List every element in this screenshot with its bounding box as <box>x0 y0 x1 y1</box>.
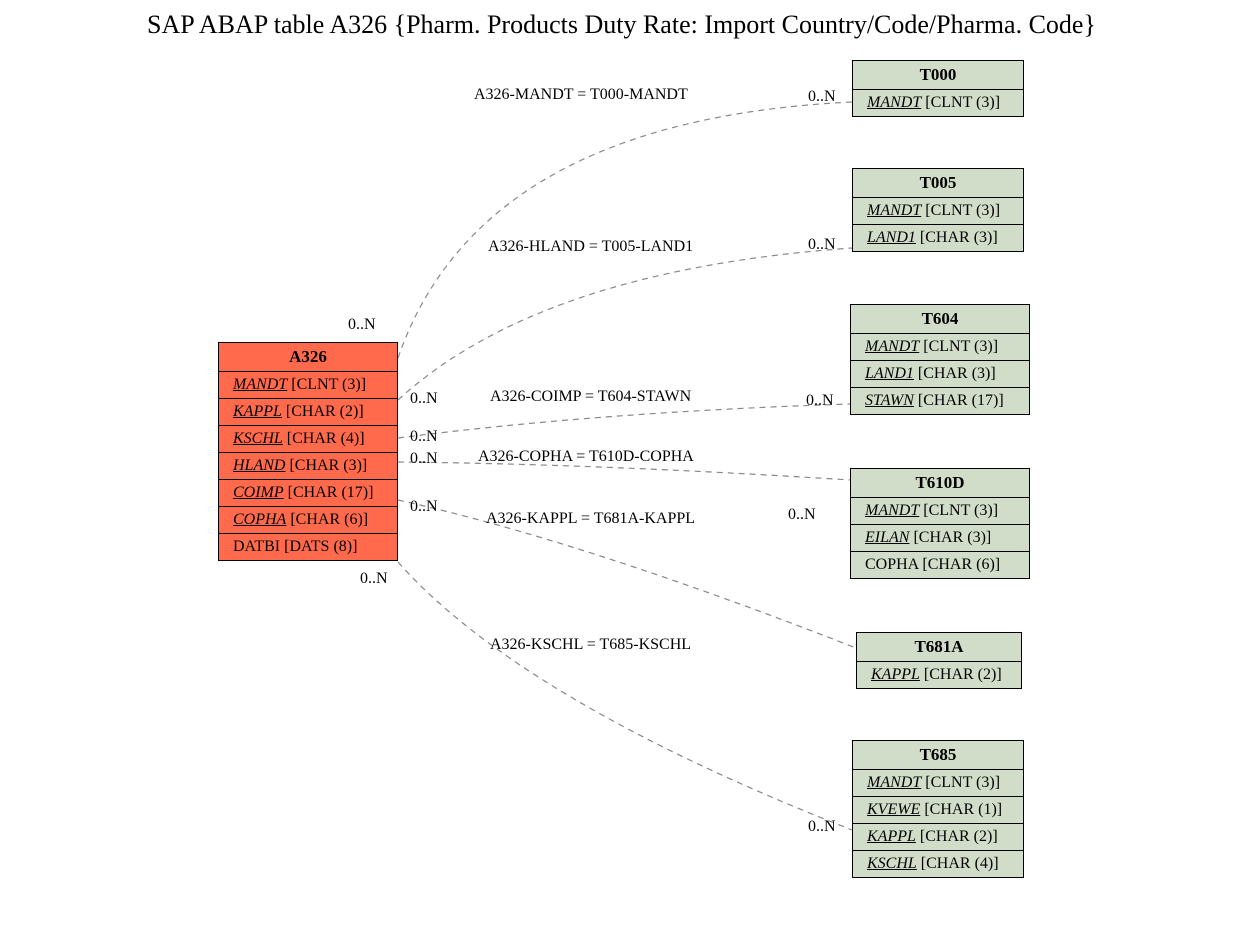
entity-field: MANDT [CLNT (3)] <box>851 334 1029 361</box>
entity-field: EILAN [CHAR (3)] <box>851 525 1029 552</box>
entity-T000: T000MANDT [CLNT (3)] <box>852 60 1024 117</box>
entity-header: T681A <box>857 633 1021 662</box>
entity-field: STAWN [CHAR (17)] <box>851 388 1029 414</box>
entity-field: KSCHL [CHAR (4)] <box>853 851 1023 877</box>
entity-field: KSCHL [CHAR (4)] <box>219 426 397 453</box>
entity-field: COPHA [CHAR (6)] <box>851 552 1029 578</box>
entity-header: T000 <box>853 61 1023 90</box>
entity-T005: T005MANDT [CLNT (3)]LAND1 [CHAR (3)] <box>852 168 1024 252</box>
entity-field: KAPPL [CHAR (2)] <box>857 662 1021 688</box>
entity-field: COPHA [CHAR (6)] <box>219 507 397 534</box>
cardinality-label: 0..N <box>808 818 836 836</box>
edge-label: A326-HLAND = T005-LAND1 <box>488 238 693 256</box>
entity-T610D: T610DMANDT [CLNT (3)]EILAN [CHAR (3)]COP… <box>850 468 1030 579</box>
cardinality-label: 0..N <box>360 570 388 588</box>
edge-label: A326-MANDT = T000-MANDT <box>474 86 688 104</box>
entity-field: LAND1 [CHAR (3)] <box>851 361 1029 388</box>
entity-header: T005 <box>853 169 1023 198</box>
cardinality-label: 0..N <box>410 498 438 516</box>
entity-field: KVEWE [CHAR (1)] <box>853 797 1023 824</box>
entity-T681A: T681AKAPPL [CHAR (2)] <box>856 632 1022 689</box>
entity-field: KAPPL [CHAR (2)] <box>219 399 397 426</box>
entity-T685: T685MANDT [CLNT (3)]KVEWE [CHAR (1)]KAPP… <box>852 740 1024 878</box>
cardinality-label: 0..N <box>410 390 438 408</box>
entity-field: MANDT [CLNT (3)] <box>851 498 1029 525</box>
cardinality-label: 0..N <box>808 236 836 254</box>
entity-field: MANDT [CLNT (3)] <box>853 770 1023 797</box>
edge-label: A326-KSCHL = T685-KSCHL <box>490 636 691 654</box>
cardinality-label: 0..N <box>410 428 438 446</box>
entity-field: HLAND [CHAR (3)] <box>219 453 397 480</box>
cardinality-label: 0..N <box>808 88 836 106</box>
cardinality-label: 0..N <box>410 450 438 468</box>
entity-A326: A326MANDT [CLNT (3)]KAPPL [CHAR (2)]KSCH… <box>218 342 398 561</box>
entity-field: LAND1 [CHAR (3)] <box>853 225 1023 251</box>
entity-header: A326 <box>219 343 397 372</box>
cardinality-label: 0..N <box>788 506 816 524</box>
edge-label: A326-COIMP = T604-STAWN <box>490 388 691 406</box>
entity-field: MANDT [CLNT (3)] <box>853 198 1023 225</box>
entity-field: DATBI [DATS (8)] <box>219 534 397 560</box>
entity-field: KAPPL [CHAR (2)] <box>853 824 1023 851</box>
entity-header: T610D <box>851 469 1029 498</box>
cardinality-label: 0..N <box>348 316 376 334</box>
entity-T604: T604MANDT [CLNT (3)]LAND1 [CHAR (3)]STAW… <box>850 304 1030 415</box>
entity-field: MANDT [CLNT (3)] <box>853 90 1023 116</box>
entity-field: COIMP [CHAR (17)] <box>219 480 397 507</box>
cardinality-label: 0..N <box>806 392 834 410</box>
edge-label: A326-KAPPL = T681A-KAPPL <box>486 510 695 528</box>
page-title: SAP ABAP table A326 {Pharm. Products Dut… <box>0 10 1243 40</box>
entity-header: T604 <box>851 305 1029 334</box>
entity-header: T685 <box>853 741 1023 770</box>
edge-label: A326-COPHA = T610D-COPHA <box>478 448 694 466</box>
entity-field: MANDT [CLNT (3)] <box>219 372 397 399</box>
